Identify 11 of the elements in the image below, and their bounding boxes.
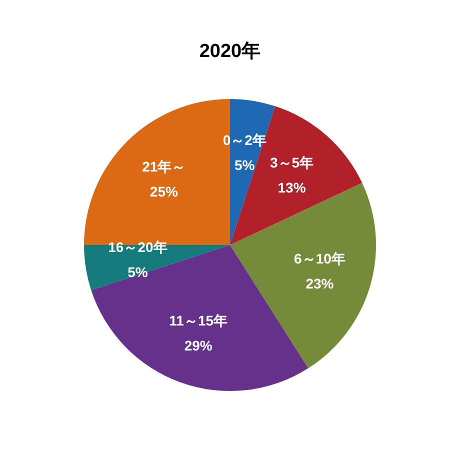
chart-title: 2020年: [199, 41, 261, 62]
slice-label: 3～5年: [270, 154, 314, 170]
data-label: 5%: [234, 157, 256, 174]
data-label: 29%: [184, 337, 213, 354]
data-label: 23%: [306, 276, 334, 292]
slice-label: 11～15年: [169, 312, 228, 328]
data-label: 5%: [128, 264, 148, 280]
data-label: 25%: [150, 183, 178, 200]
data-label: 13%: [278, 179, 306, 196]
slice-label: 6～10年: [294, 250, 346, 267]
slice-label: 21年～: [142, 158, 186, 174]
